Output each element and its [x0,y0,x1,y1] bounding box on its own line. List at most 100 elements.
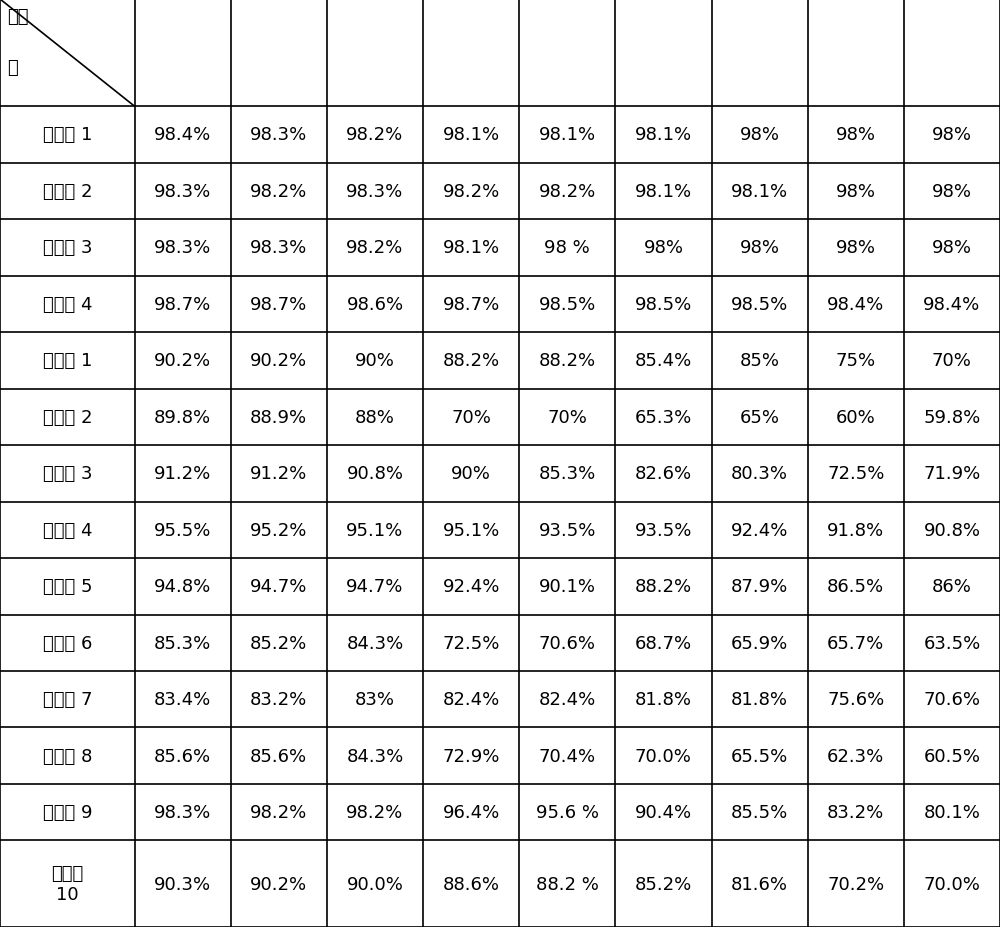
Text: 68.7%: 68.7% [635,634,692,652]
Text: 98.3%: 98.3% [154,804,211,821]
Text: 91.8%: 91.8% [827,521,884,540]
Text: 88.6%: 88.6% [443,875,500,893]
Text: 86.5%: 86.5% [827,578,884,596]
Text: 82.4%: 82.4% [442,691,500,708]
Text: 90.2%: 90.2% [154,352,211,370]
Text: 98.3%: 98.3% [250,239,307,257]
Text: 98%: 98% [836,183,876,200]
Text: 98.4%: 98.4% [154,126,211,145]
Text: 82.4%: 82.4% [539,691,596,708]
Text: 对比例 4: 对比例 4 [43,521,92,540]
Text: 98%: 98% [740,126,780,145]
Text: 90.0%: 90.0% [347,875,403,893]
Text: 90.1%: 90.1% [539,578,596,596]
Text: 89.8%: 89.8% [154,409,211,426]
Text: 实施例 4: 实施例 4 [43,296,92,313]
Text: 83%: 83% [355,691,395,708]
Text: 81.8%: 81.8% [635,691,692,708]
Text: 93.5%: 93.5% [539,521,596,540]
Text: 98%: 98% [932,183,972,200]
Text: 95.5%: 95.5% [154,521,211,540]
Text: 65.9%: 65.9% [731,634,788,652]
Text: 98%: 98% [740,239,780,257]
Text: 59.8%: 59.8% [923,409,981,426]
Text: 90.2%: 90.2% [250,352,307,370]
Text: 85.6%: 85.6% [250,747,307,765]
Text: 86%: 86% [932,578,972,596]
Text: 98.2%: 98.2% [250,804,307,821]
Text: 94.7%: 94.7% [250,578,307,596]
Text: 98.1%: 98.1% [539,126,596,145]
Text: 率: 率 [7,59,18,77]
Text: 85.6%: 85.6% [154,747,211,765]
Text: 88%: 88% [355,409,395,426]
Text: 85.3%: 85.3% [539,464,596,483]
Text: 88.9%: 88.9% [250,409,307,426]
Text: 92.4%: 92.4% [731,521,788,540]
Text: 80.3%: 80.3% [731,464,788,483]
Text: 98.1%: 98.1% [443,239,500,257]
Text: 98.2%: 98.2% [539,183,596,200]
Text: 98.3%: 98.3% [250,126,307,145]
Text: 72.5%: 72.5% [442,634,500,652]
Text: 95.6 %: 95.6 % [536,804,599,821]
Text: 94.7%: 94.7% [346,578,404,596]
Text: 70.0%: 70.0% [923,875,980,893]
Text: 85.2%: 85.2% [250,634,307,652]
Text: 85.4%: 85.4% [635,352,692,370]
Text: 94.8%: 94.8% [154,578,211,596]
Text: 88.2%: 88.2% [443,352,500,370]
Text: 60%: 60% [836,409,876,426]
Text: 98.7%: 98.7% [442,296,500,313]
Text: 70.4%: 70.4% [539,747,596,765]
Text: 实施例 1: 实施例 1 [43,126,92,145]
Text: 75%: 75% [836,352,876,370]
Text: 91.2%: 91.2% [250,464,307,483]
Text: 70%: 70% [547,409,587,426]
Text: 81.6%: 81.6% [731,875,788,893]
Text: 98.2%: 98.2% [346,126,404,145]
Text: 98.2%: 98.2% [442,183,500,200]
Text: 85.2%: 85.2% [635,875,692,893]
Text: 98.4%: 98.4% [923,296,981,313]
Text: 98%: 98% [836,239,876,257]
Text: 98%: 98% [836,126,876,145]
Text: 75.6%: 75.6% [827,691,884,708]
Text: 70.2%: 70.2% [827,875,884,893]
Text: 83.2%: 83.2% [827,804,884,821]
Text: 88.2%: 88.2% [539,352,596,370]
Text: 90.3%: 90.3% [154,875,211,893]
Text: 90.2%: 90.2% [250,875,307,893]
Text: 98.3%: 98.3% [346,183,404,200]
Text: 98.2%: 98.2% [346,239,404,257]
Text: 对比例 7: 对比例 7 [43,691,92,708]
Text: 91.2%: 91.2% [154,464,211,483]
Text: 酯化: 酯化 [7,8,28,26]
Text: 80.1%: 80.1% [923,804,980,821]
Text: 实施例 2: 实施例 2 [43,183,92,200]
Text: 98.1%: 98.1% [635,183,692,200]
Text: 83.4%: 83.4% [154,691,211,708]
Text: 95.1%: 95.1% [442,521,500,540]
Text: 实施例 3: 实施例 3 [43,239,92,257]
Text: 98%: 98% [643,239,683,257]
Text: 98%: 98% [932,126,972,145]
Text: 98.1%: 98.1% [443,126,500,145]
Text: 96.4%: 96.4% [442,804,500,821]
Text: 85.5%: 85.5% [731,804,788,821]
Text: 98.1%: 98.1% [731,183,788,200]
Text: 84.3%: 84.3% [346,634,404,652]
Text: 85%: 85% [740,352,780,370]
Text: 87.9%: 87.9% [731,578,788,596]
Text: 98.3%: 98.3% [154,183,211,200]
Text: 84.3%: 84.3% [346,747,404,765]
Text: 90.4%: 90.4% [635,804,692,821]
Text: 98.5%: 98.5% [731,296,788,313]
Text: 对比例 5: 对比例 5 [43,578,92,596]
Text: 72.5%: 72.5% [827,464,884,483]
Text: 72.9%: 72.9% [442,747,500,765]
Text: 对比例 3: 对比例 3 [43,464,92,483]
Text: 88.2%: 88.2% [635,578,692,596]
Text: 98.2%: 98.2% [346,804,404,821]
Text: 92.4%: 92.4% [442,578,500,596]
